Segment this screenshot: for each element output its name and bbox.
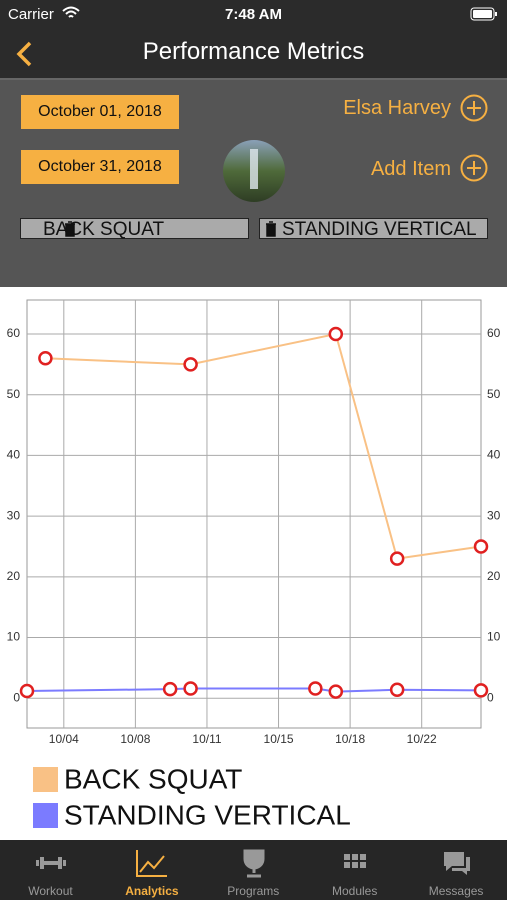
y2-tick-label: 10: [487, 630, 501, 644]
tab-icon[interactable]: [440, 848, 474, 878]
y-tick-label: 10: [7, 630, 21, 644]
series-line: [26, 687, 482, 693]
y-tick-label: 20: [7, 569, 21, 583]
trash-icon[interactable]: [64, 221, 76, 237]
wifi-icon: [62, 6, 80, 18]
x-tick-label: 10/22: [407, 732, 437, 746]
end-date-button[interactable]: October 31, 2018: [21, 150, 179, 184]
x-tick-label: 10/18: [335, 732, 365, 746]
y2-tick-label: 20: [487, 569, 501, 583]
tab-label[interactable]: Modules: [332, 884, 378, 898]
data-point: [38, 351, 53, 366]
data-point: [473, 539, 489, 554]
legend-swatch: [33, 767, 58, 792]
tab-label[interactable]: Messages: [428, 884, 484, 898]
series-line: [45, 332, 482, 560]
tab-bar: Workout Analytics Programs Modules Messages: [0, 840, 507, 900]
legend-label: STANDING VERTICAL: [64, 799, 351, 830]
avatar[interactable]: [222, 139, 286, 203]
tab-label[interactable]: Analytics: [125, 884, 179, 898]
y-tick-label: 0: [13, 690, 20, 704]
add-item-link[interactable]: Add Item: [370, 158, 451, 180]
data-point: [328, 684, 344, 699]
y-tick-label: 50: [7, 387, 21, 401]
legend-swatch: [33, 803, 58, 828]
data-point: [19, 683, 35, 699]
x-tick-label: 10/08: [120, 732, 150, 746]
nav-bar: Performance Metrics: [0, 28, 507, 80]
tag-chip[interactable]: STANDING VERTICAL: [259, 218, 488, 240]
x-tick-label: 10/11: [192, 732, 221, 746]
chart: 0 10 20 30 40 50 60 0 10 20 30 40 50 60 10/04 10/08 10/1…: [7, 299, 501, 830]
legend-label: BACK SQUAT: [64, 763, 242, 794]
data-point: [308, 681, 323, 696]
x-tick-label: 10/04: [49, 732, 79, 746]
tab-icon[interactable]: [237, 848, 271, 878]
y-tick-label: 60: [7, 326, 21, 340]
plus-icons: [460, 94, 488, 182]
y-tick-label: 40: [7, 448, 21, 462]
tab-icon[interactable]: [135, 848, 169, 878]
y2-tick-label: 30: [487, 508, 501, 522]
nav-title: Performance Metrics: [142, 38, 365, 65]
y2-tick-label: 50: [487, 387, 501, 401]
tab-icon[interactable]: [338, 848, 372, 878]
y2-tick-label: 0: [487, 690, 494, 704]
y-tick-label: 30: [7, 508, 21, 522]
data-point: [389, 551, 405, 566]
tab-label[interactable]: Programs: [227, 884, 280, 898]
y2-tick-label: 40: [487, 448, 501, 462]
plot-frame: [26, 299, 482, 729]
data-point: [183, 681, 198, 696]
battery-icon: [470, 7, 497, 21]
data-point: [328, 326, 344, 342]
data-point: [183, 357, 198, 372]
start-date-button[interactable]: October 01, 2018: [21, 95, 179, 129]
athlete-link[interactable]: Elsa Harvey: [343, 97, 451, 119]
tag-chip[interactable]: BACK SQUAT: [20, 218, 249, 240]
trash-icon[interactable]: [265, 221, 277, 237]
y2-tick-label: 60: [487, 326, 501, 340]
carrier: Carrier: [8, 6, 54, 23]
tab-label[interactable]: Workout: [28, 884, 73, 898]
back-button[interactable]: [14, 40, 34, 68]
data-point: [389, 682, 405, 698]
data-point: [162, 681, 178, 697]
status-bar: Carrier 7:48 AM: [0, 0, 507, 28]
data-point: [473, 683, 489, 698]
x-tick-label: 10/15: [264, 732, 294, 746]
time: 7:48 AM: [225, 6, 282, 23]
tab-icon[interactable]: [34, 848, 68, 878]
